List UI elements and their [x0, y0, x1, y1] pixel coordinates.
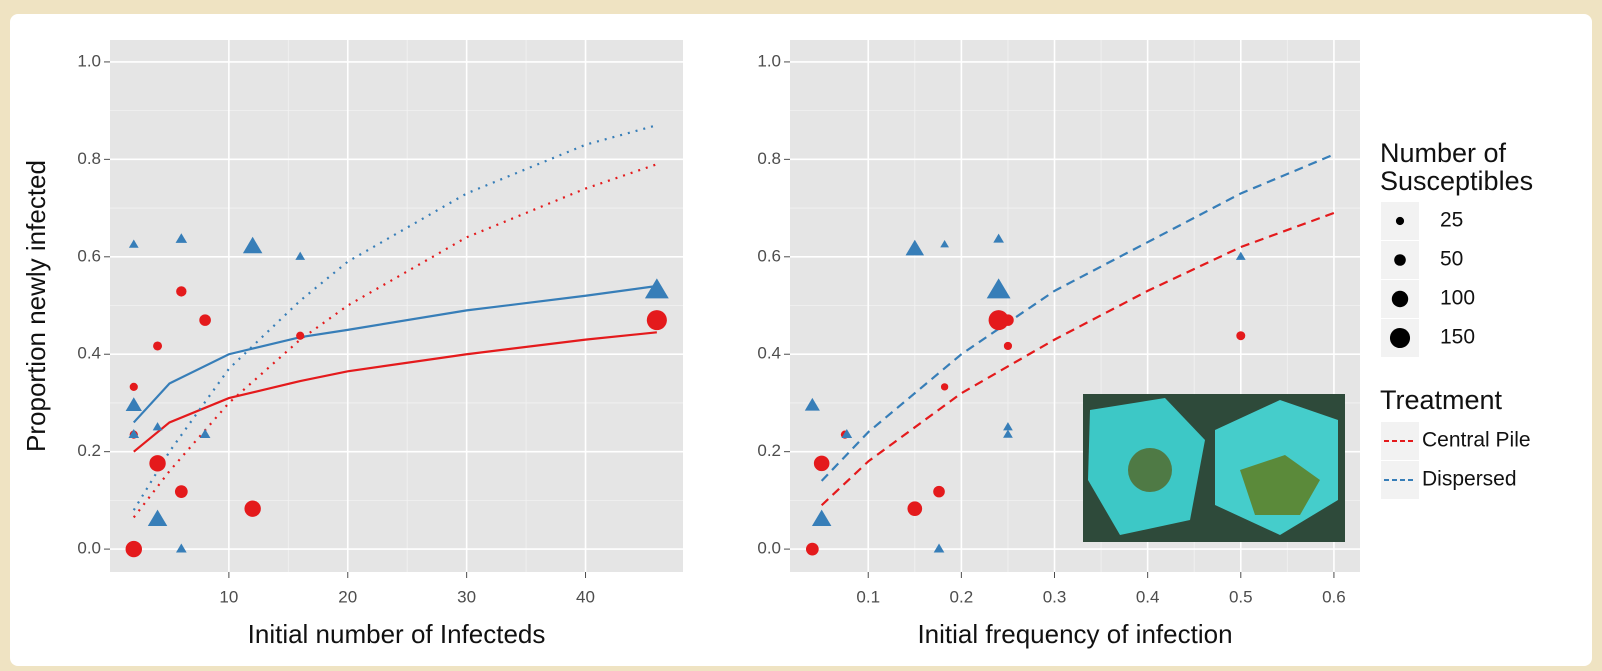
data-point [174, 485, 188, 498]
legend-label: Dispersed [1422, 468, 1517, 491]
data-point [125, 540, 142, 558]
data-point [125, 397, 142, 412]
y-tick-label: 0.2 [757, 441, 781, 460]
x-tick-label: 0.6 [1322, 587, 1346, 606]
legend-label: 100 [1440, 287, 1475, 310]
data-point [940, 240, 949, 248]
y-tick-label: 0.8 [757, 149, 781, 168]
plot-panel [110, 40, 683, 572]
legend-size-symbol [1395, 216, 1405, 226]
data-point [176, 286, 187, 297]
legend-title: Treatment [1380, 385, 1503, 415]
data-point [646, 310, 667, 331]
data-point [841, 429, 853, 438]
data-point [988, 310, 1009, 331]
fit-line [133, 331, 657, 453]
data-point [244, 500, 261, 517]
data-point [128, 429, 140, 438]
data-point [1236, 331, 1246, 341]
legend-size-symbol [1394, 254, 1406, 266]
fit-line [132, 163, 658, 519]
y-tick-label: 1.0 [77, 51, 101, 70]
x-tick-label: 20 [338, 587, 357, 606]
photo-pile [1128, 448, 1172, 492]
x-tick-label: 0.3 [1043, 587, 1067, 606]
data-point [296, 331, 305, 340]
data-point [1235, 251, 1246, 260]
data-point [993, 233, 1004, 243]
fit-line [820, 153, 1335, 482]
data-point [804, 397, 820, 411]
y-tick-label: 1.0 [757, 51, 781, 70]
data-point [1003, 429, 1013, 438]
x-tick-label: 0.4 [1136, 587, 1160, 606]
legend-label: Central Pile [1422, 429, 1531, 452]
x-tick-label: 40 [576, 587, 595, 606]
data-point [1003, 422, 1013, 431]
data-point [1003, 341, 1013, 351]
data-point [811, 509, 832, 527]
data-point [986, 278, 1011, 299]
legend-label: 50 [1440, 248, 1463, 271]
y-axis-title: Proportion newly infected [21, 160, 51, 452]
data-point [128, 239, 139, 248]
data-point [129, 382, 138, 391]
data-point [907, 501, 923, 517]
legend-size-symbol [1389, 327, 1411, 349]
y-tick-label: 0.6 [757, 246, 781, 265]
x-tick-label: 0.1 [856, 587, 880, 606]
data-point [940, 383, 949, 391]
data-point [905, 239, 925, 256]
y-tick-label: 0.0 [77, 539, 101, 558]
legend-title: Susceptibles [1380, 166, 1533, 196]
data-point [153, 341, 163, 351]
data-point [806, 542, 819, 556]
fit-line [132, 284, 657, 424]
photo-inset [1083, 394, 1345, 542]
x-tick-label: 10 [219, 587, 238, 606]
data-point [813, 455, 830, 472]
y-tick-label: 0.2 [77, 441, 101, 460]
x-tick-label: 0.5 [1229, 587, 1253, 606]
data-point [1002, 314, 1014, 326]
data-point [933, 485, 945, 498]
data-point [295, 251, 306, 260]
data-point [242, 236, 263, 254]
data-point [933, 543, 945, 553]
data-point [175, 233, 188, 243]
y-tick-label: 0.4 [77, 344, 101, 363]
data-point [147, 509, 168, 527]
y-tick-label: 0.4 [757, 344, 781, 363]
data-point [149, 455, 166, 472]
data-point [199, 429, 211, 438]
y-tick-label: 0.0 [757, 539, 781, 558]
legend-label: 25 [1440, 209, 1463, 232]
data-point [175, 543, 187, 553]
data-point [644, 278, 669, 299]
legend-title: Number of [1380, 138, 1507, 168]
y-tick-label: 0.8 [77, 149, 101, 168]
legend-size-symbol [1391, 290, 1409, 308]
data-point [152, 422, 163, 431]
x-tick-label: 30 [457, 587, 476, 606]
x-axis-title: Initial number of Infecteds [248, 619, 546, 649]
fit-line [820, 211, 1335, 507]
photo-pile [1240, 455, 1320, 515]
x-axis-title: Initial frequency of infection [917, 619, 1232, 649]
y-tick-label: 0.6 [77, 246, 101, 265]
data-point [199, 314, 211, 326]
x-tick-label: 0.2 [950, 587, 974, 606]
legend-label: 150 [1440, 326, 1475, 349]
